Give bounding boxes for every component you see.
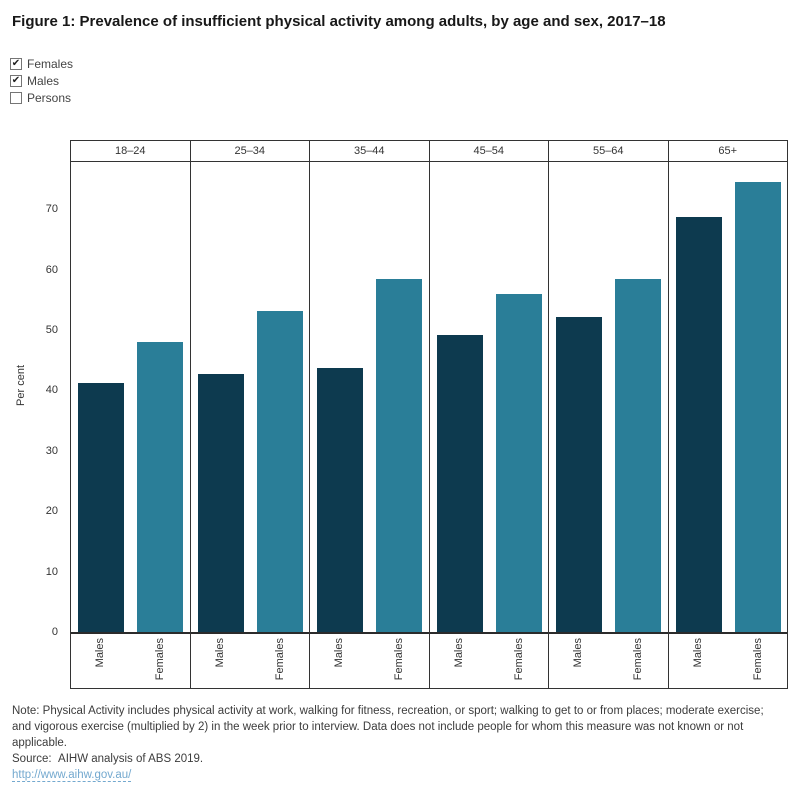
filter-label-persons: Persons	[27, 90, 72, 105]
footer: Note: Physical Activity includes physica…	[12, 703, 776, 783]
bar-axis-label-females: Females	[154, 638, 166, 681]
checkbox-persons[interactable]	[10, 91, 22, 104]
filter-row-persons: Persons	[10, 89, 73, 106]
bar-axis-label-males: Males	[94, 638, 106, 668]
y-tick-label-70: 70	[45, 203, 58, 216]
panel-labels-65+: Males Females	[668, 632, 787, 689]
panel-labels-35–44: Males Females	[310, 632, 429, 689]
panel-body-65+	[668, 162, 787, 632]
bar-axis-label-males: Males	[213, 638, 226, 668]
y-tick-label-50: 50	[45, 323, 58, 336]
figure-title: Figure 1: Prevalence of insufficient phy…	[12, 13, 666, 30]
footer-note: Note: Physical Activity includes physica…	[12, 705, 764, 749]
y-tick-label-20: 20	[45, 505, 58, 518]
y-tick-label-40: 40	[45, 384, 58, 397]
panel-18–24: 18–24 Males Females	[71, 140, 191, 689]
bar-axis-label-males: Males	[333, 638, 345, 668]
panel-labels-45–54: Males Females	[429, 632, 548, 689]
panel-25–34: 25–34 Males Females	[190, 140, 310, 689]
chart: 18–24 Males Females 25–34 Males Females 35–44 M…	[70, 140, 788, 689]
checkmark-icon: ✔	[11, 57, 21, 69]
bar-females-18–24[interactable]	[137, 342, 183, 632]
panel-header-18–24: 18–24	[71, 140, 190, 162]
filter-label-females: Females	[27, 56, 74, 71]
panel-header-45–54: 45–54	[429, 140, 548, 162]
bar-axis-label-males: Males	[452, 638, 465, 668]
filter-list: ✔ Females ✔ Males Persons	[10, 55, 73, 106]
bar-females-45–54[interactable]	[495, 294, 542, 632]
filter-row-females: ✔ Females	[10, 55, 73, 72]
y-axis: Per cent 0 10 20 30 40 50 60 70	[0, 140, 70, 689]
y-tick-label-60: 60	[45, 263, 58, 276]
bar-males-55–64[interactable]	[556, 316, 602, 632]
bar-females-55–64[interactable]	[615, 279, 661, 632]
bar-axis-label-females: Females	[273, 638, 286, 681]
y-tick-label-10: 10	[45, 565, 58, 578]
bar-axis-label-females: Females	[393, 638, 405, 681]
panel-body-35–44	[310, 162, 429, 632]
panel-55–64: 55–64 Males Females	[549, 140, 669, 689]
bar-males-18–24[interactable]	[78, 382, 124, 632]
panel-65+: 65+ Males Females	[668, 140, 788, 689]
bar-females-65+[interactable]	[734, 181, 781, 632]
checkbox-females[interactable]: ✔	[10, 57, 22, 70]
panels: 18–24 Males Females 25–34 Males Females 35–44 M…	[71, 140, 788, 689]
bar-axis-label-males: Males	[572, 638, 584, 668]
panel-labels-25–34: Males Females	[190, 632, 309, 689]
bar-females-25–34[interactable]	[256, 310, 303, 632]
panel-45–54: 45–54 Males Females	[429, 140, 549, 689]
bar-axis-label-females: Females	[512, 638, 525, 681]
checkbox-males[interactable]: ✔	[10, 74, 22, 87]
bar-males-25–34[interactable]	[197, 374, 244, 632]
panel-labels-55–64: Males Females	[549, 632, 668, 689]
panel-body-55–64	[549, 162, 668, 632]
panel-35–44: 35–44 Males Females	[310, 140, 430, 689]
y-tick-label-0: 0	[51, 626, 58, 638]
panel-header-55–64: 55–64	[549, 140, 668, 162]
y-axis-title: Per cent	[15, 365, 27, 406]
panel-body-25–34	[190, 162, 309, 632]
panel-header-25–34: 25–34	[190, 140, 309, 162]
bar-females-35–44[interactable]	[376, 279, 422, 632]
panel-labels-18–24: Males Females	[71, 632, 190, 689]
filter-row-males: ✔ Males	[10, 72, 73, 89]
checkmark-icon: ✔	[11, 74, 21, 86]
panel-header-65+: 65+	[668, 140, 787, 162]
bar-axis-label-females: Females	[751, 638, 764, 681]
bar-males-45–54[interactable]	[436, 334, 483, 632]
footer-source: Source: AIHW analysis of ABS 2019.	[12, 753, 204, 765]
panel-header-35–44: 35–44	[310, 140, 429, 162]
y-tick-label-30: 30	[45, 444, 58, 457]
panel-body-45–54	[429, 162, 548, 632]
bar-axis-label-females: Females	[632, 638, 644, 681]
filter-label-males: Males	[27, 73, 60, 88]
bar-males-35–44[interactable]	[317, 368, 363, 632]
bar-males-65+[interactable]	[675, 217, 722, 632]
aihw-link[interactable]: http://www.aihw.gov.au/	[12, 769, 132, 782]
panel-body-18–24	[71, 162, 190, 632]
bar-axis-label-males: Males	[691, 638, 704, 668]
